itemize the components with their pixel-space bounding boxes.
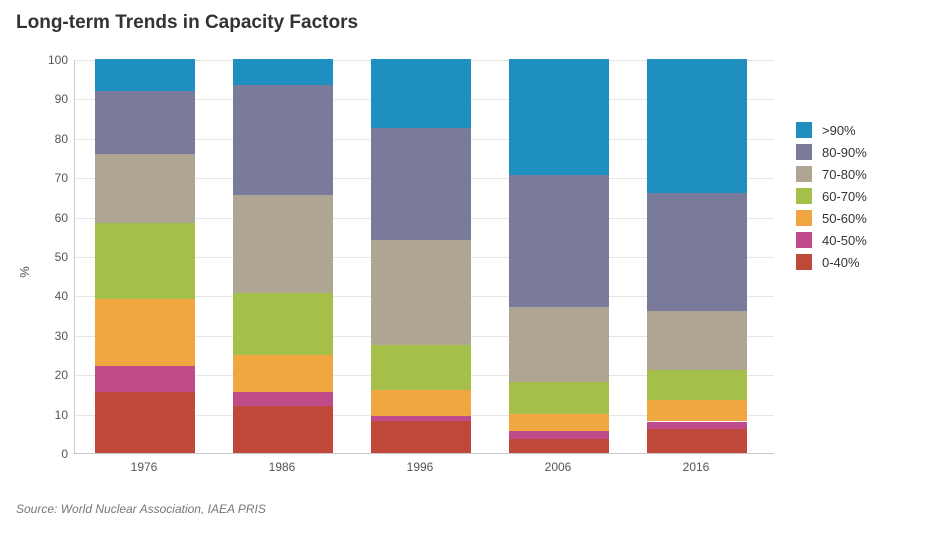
- x-tick-label: 1996: [407, 460, 434, 474]
- bar-segment-s4050: [647, 422, 747, 430]
- bar-segment-gt90: [371, 59, 471, 128]
- bar-segment-s4050: [509, 431, 609, 439]
- y-tick-label: 0: [32, 447, 68, 461]
- legend-item: 80-90%: [796, 144, 867, 160]
- legend-label: >90%: [822, 123, 856, 138]
- legend-label: 40-50%: [822, 233, 867, 248]
- legend-item: 60-70%: [796, 188, 867, 204]
- bar-segment-s6070: [371, 345, 471, 390]
- bar-segment-s6070: [647, 370, 747, 400]
- bar-segment-s8090: [509, 175, 609, 307]
- bar-segment-s7080: [95, 154, 195, 223]
- bar-group: [371, 60, 471, 453]
- legend-swatch-icon: [796, 232, 812, 248]
- y-tick-label: 100: [32, 53, 68, 67]
- y-tick-label: 80: [32, 132, 68, 146]
- x-tick-label: 1976: [131, 460, 158, 474]
- legend-label: 70-80%: [822, 167, 867, 182]
- legend-label: 60-70%: [822, 189, 867, 204]
- y-tick-label: 60: [32, 211, 68, 225]
- legend-swatch-icon: [796, 144, 812, 160]
- bar-segment-s040: [371, 421, 471, 453]
- bar-segment-s040: [509, 439, 609, 453]
- bar-segment-s5060: [233, 355, 333, 392]
- y-tick-label: 20: [32, 368, 68, 382]
- legend-item: 70-80%: [796, 166, 867, 182]
- bar-segment-s7080: [509, 307, 609, 382]
- bar-segment-gt90: [95, 59, 195, 91]
- legend-label: 0-40%: [822, 255, 860, 270]
- bar-segment-s5060: [95, 299, 195, 366]
- legend-item: 50-60%: [796, 210, 867, 226]
- x-tick-label: 1986: [269, 460, 296, 474]
- legend-swatch-icon: [796, 122, 812, 138]
- legend: >90% 80-90% 70-80% 60-70% 50-60% 40-50% 0-40%: [796, 122, 867, 276]
- bar-segment-s8090: [371, 128, 471, 240]
- bar-segment-s7080: [233, 195, 333, 294]
- source-caption: Source: World Nuclear Association, IAEA …: [16, 502, 928, 516]
- bar-segment-s7080: [647, 311, 747, 370]
- bar-segment-s8090: [647, 193, 747, 311]
- legend-swatch-icon: [796, 210, 812, 226]
- bar-segment-gt90: [233, 59, 333, 85]
- bar-segment-s4050: [371, 416, 471, 422]
- y-tick-label: 10: [32, 408, 68, 422]
- y-tick-label: 40: [32, 289, 68, 303]
- bar-segment-s040: [647, 429, 747, 453]
- x-tick-label: 2006: [545, 460, 572, 474]
- legend-item: >90%: [796, 122, 867, 138]
- bar-segment-s7080: [371, 240, 471, 344]
- bar-segment-s040: [233, 406, 333, 453]
- bar-segment-gt90: [509, 59, 609, 175]
- y-axis-label: %: [17, 266, 32, 278]
- plot-area: [74, 60, 774, 454]
- bar-segment-s4050: [233, 392, 333, 406]
- bar-group: [647, 60, 747, 453]
- legend-swatch-icon: [796, 166, 812, 182]
- bar-group: [95, 60, 195, 453]
- bar-segment-s040: [95, 392, 195, 453]
- legend-label: 50-60%: [822, 211, 867, 226]
- legend-item: 0-40%: [796, 254, 867, 270]
- bar-segment-s4050: [95, 366, 195, 392]
- y-tick-label: 30: [32, 329, 68, 343]
- chart-title: Long-term Trends in Capacity Factors: [16, 12, 928, 34]
- bar-segment-s5060: [509, 414, 609, 432]
- bar-segment-s5060: [371, 390, 471, 416]
- x-tick-label: 2016: [683, 460, 710, 474]
- y-tick-label: 70: [32, 171, 68, 185]
- y-tick-label: 90: [32, 92, 68, 106]
- bar-segment-s8090: [233, 85, 333, 195]
- y-tick-label: 50: [32, 250, 68, 264]
- bar-group: [509, 60, 609, 453]
- bar-group: [233, 60, 333, 453]
- chart-container: % >90% 80-90% 70-80% 60-70% 50-60% 40-50% 0-40…: [16, 52, 928, 492]
- bar-segment-s6070: [509, 382, 609, 414]
- legend-swatch-icon: [796, 254, 812, 270]
- legend-swatch-icon: [796, 188, 812, 204]
- legend-label: 80-90%: [822, 145, 867, 160]
- bar-segment-s5060: [647, 400, 747, 422]
- bar-segment-s6070: [95, 223, 195, 300]
- bar-segment-s8090: [95, 91, 195, 154]
- bar-segment-s6070: [233, 293, 333, 354]
- legend-item: 40-50%: [796, 232, 867, 248]
- bar-segment-gt90: [647, 59, 747, 193]
